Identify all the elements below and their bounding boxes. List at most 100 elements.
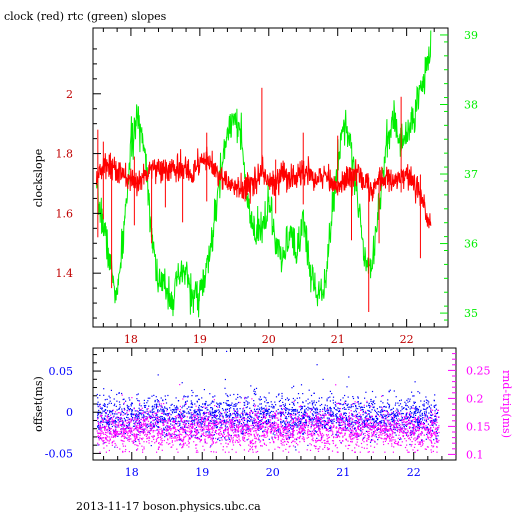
offset-scatter-point [121,392,123,395]
offset-scatter-point [208,431,210,433]
round-trip-scatter-point [432,426,435,428]
offset-scatter-point [160,408,162,410]
round-trip-scatter-point [302,429,304,431]
round-trip-scatter-point [378,428,380,430]
offset-scatter-point [402,413,404,415]
round-trip-scatter-point [377,422,379,424]
offset-scatter-point [214,395,216,397]
offset-scatter-point [434,405,436,407]
round-trip-scatter-point [154,442,156,444]
round-trip-scatter-point [160,435,162,437]
offset-scatter-point [231,402,233,404]
offset-scatter-point [173,410,175,412]
round-trip-scatter-point [193,434,195,436]
round-trip-scatter-point [172,437,174,439]
offset-scatter-point [421,419,424,421]
round-trip-scatter-point [236,429,238,431]
offset-scatter-point [283,405,285,407]
offset-scatter-point [190,424,192,426]
offset-scatter-point [107,410,109,412]
round-trip-scatter-point [207,423,210,425]
round-trip-scatter-point [256,428,258,430]
offset-scatter-point [399,438,401,441]
offset-scatter-point [349,419,351,421]
round-trip-scatter-point [217,406,219,408]
round-trip-scatter-point [137,418,139,420]
round-trip-scatter-point [221,419,223,421]
round-trip-scatter-point [288,423,290,425]
offset-scatter-point [352,403,354,405]
round-trip-scatter-point [382,441,384,443]
round-trip-scatter-point [174,421,176,423]
offset-scatter-point [336,413,338,415]
offset-scatter-point [244,419,246,421]
round-trip-scatter-point [372,426,374,428]
offset-scatter-point [230,434,232,437]
round-trip-scatter-point [139,437,141,439]
round-trip-scatter-point [244,425,246,427]
round-trip-scatter-point [177,409,179,411]
offset-scatter-point [245,412,247,414]
round-trip-scatter-point [251,447,253,449]
round-trip-scatter-point [227,435,229,437]
round-trip-scatter-point [160,428,163,430]
round-trip-scatter-point [320,439,322,441]
round-trip-scatter-point [118,426,120,428]
offset-scatter-point [304,410,306,412]
round-trip-scatter-point [242,420,244,422]
round-trip-scatter-point [173,424,176,426]
round-trip-scatter-point [383,420,386,422]
round-trip-scatter-point [419,441,421,443]
round-trip-scatter-point [393,417,395,419]
round-trip-scatter-point [399,412,401,414]
offset-scatter-point [213,412,216,414]
round-trip-scatter-point [383,432,385,434]
offset-scatter-point [113,398,115,400]
round-trip-scatter-point [157,434,159,436]
round-trip-scatter-point [277,417,279,419]
round-trip-scatter-point [285,428,287,430]
round-trip-scatter-point [249,448,251,450]
round-trip-scatter-point [105,438,107,440]
offset-scatter-point [339,424,341,426]
offset-scatter-point [294,422,296,424]
offset-scatter-point [106,421,108,423]
round-trip-scatter-point [311,432,313,434]
round-trip-scatter-point [183,443,185,445]
round-trip-scatter-point [182,423,184,426]
round-trip-scatter-point [179,384,181,386]
offset-scatter-point [319,404,321,407]
round-trip-scatter-point [250,440,252,442]
offset-scatter-point [394,429,396,431]
offset-scatter-point [247,419,249,421]
round-trip-scatter-point [388,435,391,437]
offset-scatter-point [410,431,412,433]
round-trip-scatter-point [186,416,188,418]
round-trip-scatter-point [368,425,370,427]
round-trip-scatter-point [364,432,366,434]
offset-scatter-point [283,413,285,415]
offset-scatter-point [346,428,348,430]
round-trip-scatter-point [306,415,308,417]
round-trip-scatter-point [320,424,322,426]
offset-scatter-point [194,403,196,405]
offset-scatter-point [420,418,422,420]
offset-scatter-point [235,398,237,400]
round-trip-scatter-point [378,431,380,433]
round-trip-scatter-point [142,412,144,414]
offset-scatter-point [370,400,372,403]
offset-scatter-point [308,418,310,420]
round-trip-scatter-point [164,433,166,436]
offset-scatter-point [349,421,351,423]
round-trip-scatter-point [368,430,370,433]
round-trip-scatter-point [339,417,341,419]
round-trip-scatter-point [419,443,421,445]
offset-scatter-point [115,421,117,423]
round-trip-scatter-point [174,436,176,439]
round-trip-scatter-point [233,435,235,437]
offset-scatter-point [139,421,141,423]
offset-scatter-point [371,419,373,421]
round-trip-scatter-point [292,429,294,431]
offset-scatter-point [289,427,292,429]
